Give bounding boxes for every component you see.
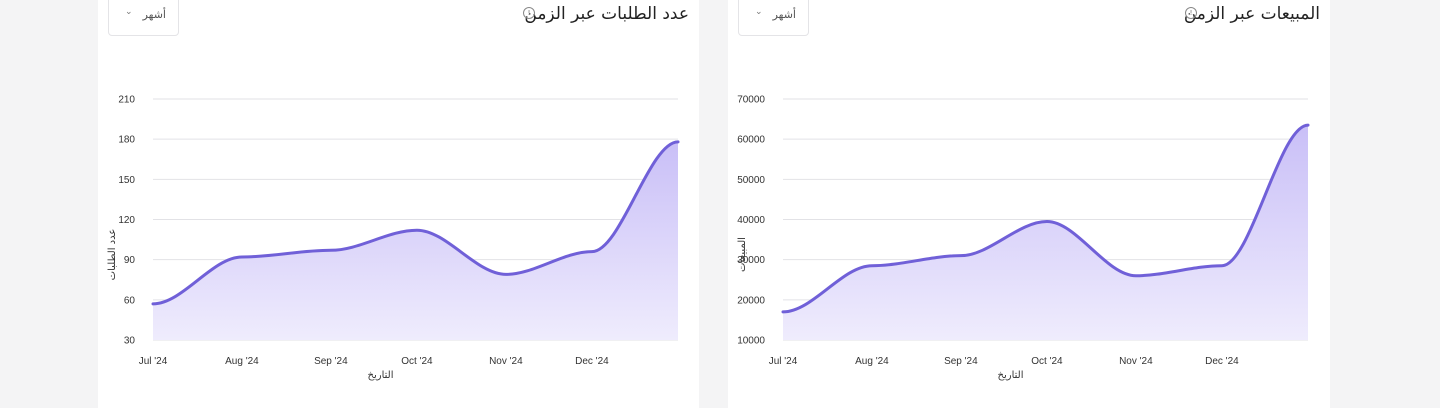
y-tick-label: 10000	[737, 336, 765, 347]
orders-chart-title: عدد الطلبات عبر الزمن	[524, 4, 689, 24]
sales-chart-card: 10000 20000 30000 40000 50000 60000 70000 Jul '…	[728, 0, 1330, 408]
y-tick-label: 20000	[737, 295, 765, 306]
period-select-value: أشهر	[772, 8, 796, 21]
x-tick-label: Aug '24	[225, 356, 259, 367]
chevron-down-icon: ⌄	[125, 7, 133, 17]
sales-data-point[interactable]	[781, 310, 785, 314]
y-axis-title: المبيعات	[737, 237, 748, 272]
x-tick-label: Oct '24	[401, 356, 433, 367]
orders-area-fill	[153, 141, 678, 340]
x-tick-label: Nov '24	[489, 356, 523, 367]
chevron-down-icon: ⌄	[755, 7, 763, 17]
x-tick-label: Jul '24	[139, 356, 168, 367]
sales-data-point[interactable]	[1306, 123, 1310, 127]
y-tick-label: 30	[124, 336, 136, 347]
y-tick-label: 40000	[737, 215, 765, 226]
orders-data-point[interactable]	[504, 272, 508, 276]
orders-series-line	[151, 140, 680, 306]
sales-data-point[interactable]	[1220, 264, 1224, 268]
x-tick-label: Jul '24	[769, 356, 798, 367]
y-tick-label: 50000	[737, 175, 765, 186]
orders-period-select[interactable]: أشهر ⌄	[108, 0, 179, 36]
info-icon[interactable]: !	[523, 7, 535, 19]
x-tick-label: Sep '24	[314, 356, 348, 367]
x-tick-label: Nov '24	[1119, 356, 1153, 367]
x-axis-title: التاريخ	[368, 370, 394, 381]
sales-series-line	[781, 123, 1310, 314]
orders-chart: 30 60 90 120 150 180 210 Jul '24 Aug '24 Sep '24 O…	[107, 95, 680, 381]
y-tick-label: 120	[118, 215, 135, 226]
y-tick-label: 150	[118, 175, 135, 186]
orders-data-point[interactable]	[151, 302, 155, 306]
info-icon[interactable]: !	[1185, 7, 1197, 19]
y-tick-label: 30000	[737, 255, 765, 266]
x-tick-label: Oct '24	[1031, 356, 1063, 367]
sales-chart-title: المبيعات عبر الزمن	[1183, 4, 1320, 24]
period-select-value: أشهر	[142, 8, 166, 21]
y-tick-label: 60000	[737, 135, 765, 146]
sales-period-select[interactable]: أشهر ⌄	[738, 0, 809, 36]
y-tick-label: 210	[118, 95, 135, 106]
y-axis-title: عدد الطلبات	[107, 229, 118, 281]
x-tick-label: Aug '24	[855, 356, 889, 367]
sales-area-fill	[783, 125, 1308, 340]
orders-data-point[interactable]	[590, 250, 594, 254]
orders-data-point[interactable]	[415, 228, 419, 232]
orders-chart-card: 30 60 90 120 150 180 210 Jul '24 Aug '24 Sep '24 O…	[98, 0, 699, 408]
sales-data-point[interactable]	[1134, 274, 1138, 278]
y-tick-label: 60	[124, 295, 136, 306]
sales-data-point[interactable]	[959, 254, 963, 258]
x-tick-label: Sep '24	[944, 356, 978, 367]
sales-chart: 10000 20000 30000 40000 50000 60000 70000 Jul '…	[737, 95, 1310, 381]
x-tick-label: Dec '24	[1205, 356, 1239, 367]
x-tick-label: Dec '24	[575, 356, 609, 367]
x-axis-title: التاريخ	[998, 370, 1024, 381]
sales-data-point[interactable]	[870, 264, 874, 268]
orders-data-point[interactable]	[240, 255, 244, 259]
y-tick-label: 180	[118, 135, 135, 146]
orders-data-point[interactable]	[329, 248, 333, 252]
sales-data-point[interactable]	[1045, 220, 1049, 224]
orders-data-point[interactable]	[676, 140, 680, 144]
y-tick-label: 70000	[737, 95, 765, 106]
y-tick-label: 90	[124, 255, 136, 266]
